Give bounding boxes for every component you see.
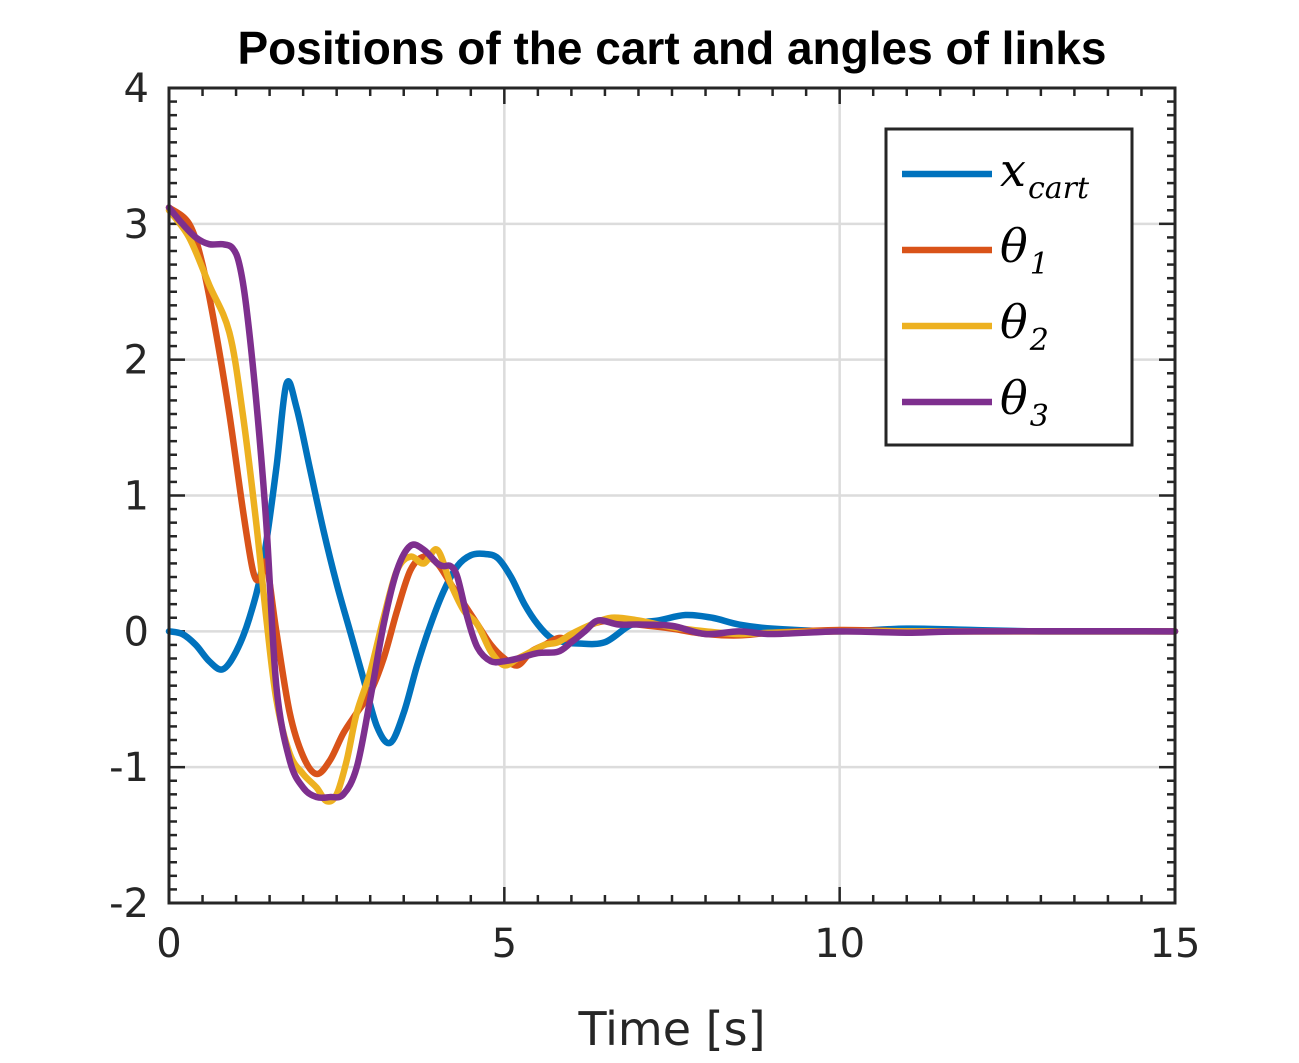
legend-label-3: θ2 <box>1000 295 1049 358</box>
x-tick-label: 5 <box>492 921 517 967</box>
legend-label-main: θ <box>1000 371 1028 425</box>
legend-label-subscript: 1 <box>1030 247 1049 282</box>
chart-title: Positions of the cart and angles of link… <box>237 22 1106 74</box>
y-tick-label: -2 <box>109 881 149 927</box>
y-tick-label: -1 <box>109 745 149 791</box>
x-axis-label: Time [s] <box>577 1002 765 1056</box>
legend-label-subscript: 2 <box>1029 323 1049 358</box>
legend-label-4: θ3 <box>1000 371 1049 434</box>
legend-label-main: θ <box>1000 295 1028 349</box>
x-tick-label: 15 <box>1150 921 1201 967</box>
tick-labels: 0 5 10 15 -2 -1 0 1 2 3 4 <box>109 66 1200 967</box>
legend-label-main: θ <box>1000 219 1028 273</box>
y-tick-label: 2 <box>124 338 149 384</box>
legend-box <box>884 127 1134 447</box>
y-tick-label: 3 <box>124 202 149 248</box>
legend-label-main: x <box>1000 143 1026 197</box>
series-line-4 <box>165 204 1179 802</box>
y-tick-label: 0 <box>124 609 149 655</box>
y-tick-label: 1 <box>124 474 149 520</box>
legend-label-subscript: 3 <box>1030 399 1049 434</box>
y-tick-label: 4 <box>124 66 149 112</box>
x-tick-label: 10 <box>814 921 865 967</box>
plot-frame <box>167 86 1177 905</box>
legend-label-1: xcart <box>1000 143 1090 206</box>
legend-label-subscript: cart <box>1028 171 1090 206</box>
legend-label-2: θ1 <box>1000 219 1049 282</box>
grid-lines <box>169 88 1175 903</box>
x-tick-label: 0 <box>156 921 181 967</box>
series-lines <box>165 204 1179 805</box>
